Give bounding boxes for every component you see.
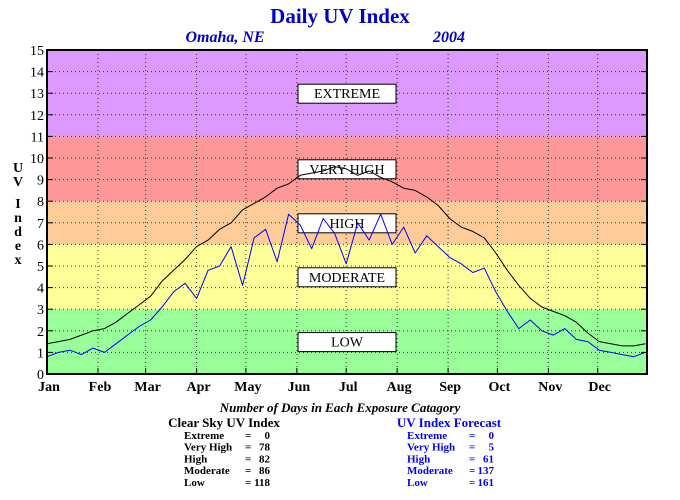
chart-title: Daily UV Index [270, 4, 410, 28]
x-tick-label-dec: Dec [588, 380, 611, 395]
y-tick-label-12: 12 [30, 109, 44, 124]
band-label-low: LOW [297, 332, 397, 353]
y-tick-label-14: 14 [30, 66, 44, 81]
clear-sky-summary-title: Clear Sky UV Index [168, 415, 280, 430]
plot-border [46, 49, 648, 375]
forecast-label-moderate: Moderate [407, 465, 453, 477]
clear-sky-value-very-high: 78 [259, 442, 271, 454]
forecast-equals-extreme: = [469, 430, 475, 442]
forecast-value-high: 61 [483, 453, 494, 465]
forecast-equals-high: = [469, 453, 475, 465]
forecast-value-very-high: 5 [489, 442, 495, 454]
y-tick-label-11: 11 [31, 130, 44, 145]
x-tick-label-jul: Jul [339, 380, 358, 395]
forecast-label-very-high: Very High [407, 442, 455, 454]
clear-sky-equals-extreme: = [245, 430, 251, 442]
clear-sky-label-low: Low [184, 477, 205, 489]
clear-sky-equals-high: = [245, 453, 251, 465]
forecast-label-low: Low [407, 477, 428, 489]
x-tick-label-nov: Nov [538, 380, 562, 395]
clear-sky-value-low: 118 [254, 477, 270, 489]
forecast-value-low: 161 [478, 477, 495, 489]
chart-subtitle-year: 2004 [432, 29, 465, 46]
y-tick-label-7: 7 [37, 217, 44, 232]
forecast-equals-low: = [469, 477, 475, 489]
forecast-label-extreme: Extreme [407, 430, 447, 442]
x-tick-label-apr: Apr [187, 380, 211, 395]
forecast-equals-very-high: = [469, 442, 475, 454]
band-label-text-extreme: EXTREME [314, 87, 380, 102]
y-tick-label-3: 3 [37, 303, 44, 318]
x-tick-label-mar: Mar [134, 380, 160, 395]
band-label-text-very-high: VERY HIGH [309, 163, 384, 178]
data-series [46, 166, 646, 358]
y-tick-label-9: 9 [37, 174, 44, 189]
chart-subtitle-location: Omaha, NE [185, 29, 264, 46]
band-label-text-moderate: MODERATE [309, 271, 385, 286]
clear-sky-equals-moderate: = [245, 465, 251, 477]
x-tick-label-may: May [234, 380, 261, 395]
y-tick-label-4: 4 [37, 282, 44, 297]
clear-sky-equals-low: = [245, 477, 251, 489]
y-tick-label-6: 6 [37, 238, 44, 253]
y-tick-label-0: 0 [37, 368, 44, 383]
band-label-moderate: MODERATE [297, 267, 397, 288]
clear-sky-row-extreme: Extreme = 0 [184, 430, 271, 442]
clear-sky-row-high: High = 82 [184, 453, 271, 465]
y-tick-label-5: 5 [37, 260, 44, 275]
clear-sky-value-extreme: 0 [265, 430, 271, 442]
x-tick-label-jun: Jun [288, 380, 311, 395]
series-line-clear-sky-uv-index [46, 166, 646, 347]
band-label-extreme: EXTREME [297, 83, 397, 104]
x-tick-label-oct: Oct [489, 380, 511, 395]
y-tick-label-8: 8 [37, 195, 44, 210]
band-label-text-low: LOW [331, 336, 364, 351]
forecast-row-very-high: Very High = 5 [407, 442, 495, 454]
x-tick-label-feb: Feb [89, 380, 112, 395]
forecast-value-extreme: 0 [489, 430, 495, 442]
plot-frame [46, 49, 648, 375]
forecast-label-high: High [407, 453, 430, 465]
y-tick-label-15: 15 [30, 44, 44, 59]
series-line-uv-index-forecast [46, 213, 646, 358]
clear-sky-value-moderate: 86 [259, 465, 271, 477]
clear-sky-value-high: 82 [259, 453, 271, 465]
x-tick-label-jan: Jan [38, 380, 60, 395]
forecast-row-high: High = 61 [407, 453, 494, 465]
clear-sky-row-very-high: Very High = 78 [184, 442, 271, 454]
band-label-box-extreme [297, 83, 397, 104]
band-label-box-low [297, 332, 397, 353]
x-tick-label-aug: Aug [387, 380, 412, 395]
clear-sky-label-high: High [184, 453, 207, 465]
clear-sky-label-very-high: Very High [184, 442, 232, 454]
clear-sky-label-extreme: Extreme [184, 430, 224, 442]
forecast-equals-moderate: = [469, 465, 475, 477]
summary-heading: Number of Days in Each Exposure Catagory [219, 400, 461, 415]
band-label-box-moderate [297, 267, 397, 288]
forecast-value-moderate: 137 [478, 465, 495, 477]
x-tick-labels: Jan Feb Mar Apr May Jun Jul Aug Sep Oct Nov Dec [38, 380, 611, 395]
forecast-summary-title: UV Index Forecast [397, 415, 502, 430]
forecast-row-low: Low = 161 [407, 477, 494, 489]
y-tick-label-13: 13 [30, 87, 44, 102]
clear-sky-row-moderate: Moderate = 86 [184, 465, 271, 477]
y-tick-label-2: 2 [37, 325, 44, 340]
y-tick-label-10: 10 [30, 152, 44, 167]
clear-sky-equals-very-high: = [245, 442, 251, 454]
grid-lines [47, 50, 647, 374]
clear-sky-label-moderate: Moderate [184, 465, 230, 477]
forecast-row-extreme: Extreme = 0 [407, 430, 495, 442]
clear-sky-row-low: Low = 118 [184, 477, 270, 489]
x-tick-label-sep: Sep [439, 380, 461, 395]
forecast-row-moderate: Moderate = 137 [407, 465, 495, 477]
y-tick-label-1: 1 [37, 346, 44, 361]
